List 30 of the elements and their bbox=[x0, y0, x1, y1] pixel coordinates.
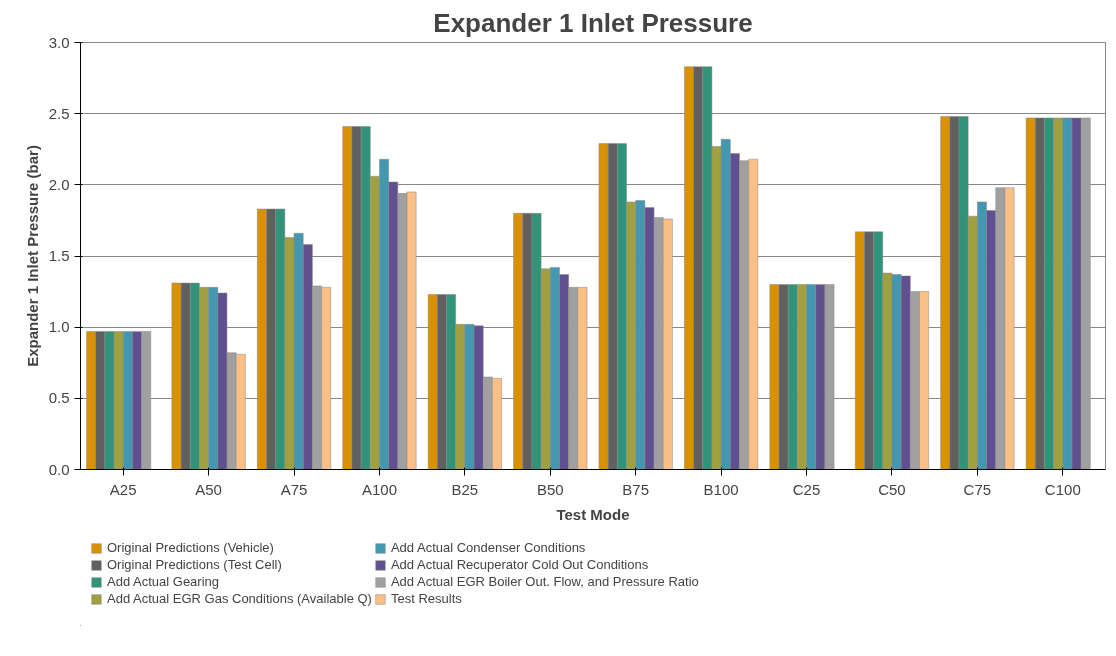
x-tick-label: C50 bbox=[878, 480, 906, 498]
legend-label: Add Actual EGR Boiler Out. Flow, and Pressure Ratio bbox=[390, 574, 699, 589]
y-tick-label: 2.0 bbox=[48, 175, 70, 193]
x-tick-label: B100 bbox=[703, 480, 739, 498]
x-tick-label: B75 bbox=[622, 480, 650, 498]
x-tick-label: B50 bbox=[536, 480, 564, 498]
y-tick-label: 0.0 bbox=[48, 460, 70, 478]
y-tick-label: 3.0 bbox=[48, 33, 70, 51]
x-tick-label: A50 bbox=[195, 480, 222, 498]
x-tick-label: A75 bbox=[280, 480, 308, 498]
x-tick-label: C75 bbox=[963, 480, 992, 498]
chart-title: Expander 1 Inlet Pressure bbox=[433, 7, 753, 38]
y-axis-title: Expander 1 Inlet Pressure (bar) bbox=[23, 145, 41, 367]
y-tick-label: 0.5 bbox=[48, 389, 70, 407]
x-tick-label: A25 bbox=[109, 480, 137, 498]
legend-label: Add Actual Recuperator Cold Out Conditions bbox=[390, 557, 649, 572]
x-tick-label: C25 bbox=[792, 480, 821, 498]
legend-label: Add Actual Condenser Conditions bbox=[390, 540, 586, 555]
y-tick-label: 1.0 bbox=[48, 318, 70, 336]
x-axis-title: Test Mode bbox=[556, 505, 630, 523]
legend-label: Original Predictions (Test Cell) bbox=[107, 557, 282, 572]
x-tick-label: C100 bbox=[1044, 480, 1081, 498]
x-tick-label: A100 bbox=[361, 480, 397, 498]
legend-label: Test Results bbox=[390, 591, 462, 606]
y-tick-label: 2.5 bbox=[48, 104, 70, 122]
legend-label: Original Predictions (Vehicle) bbox=[107, 540, 274, 555]
legend-label: Add Actual Gearing bbox=[107, 574, 220, 589]
x-tick-label: B25 bbox=[451, 480, 479, 498]
y-tick-label: 1.5 bbox=[48, 247, 70, 264]
legend-label: Add Actual EGR Gas Conditions (Available Q) bbox=[107, 591, 372, 606]
